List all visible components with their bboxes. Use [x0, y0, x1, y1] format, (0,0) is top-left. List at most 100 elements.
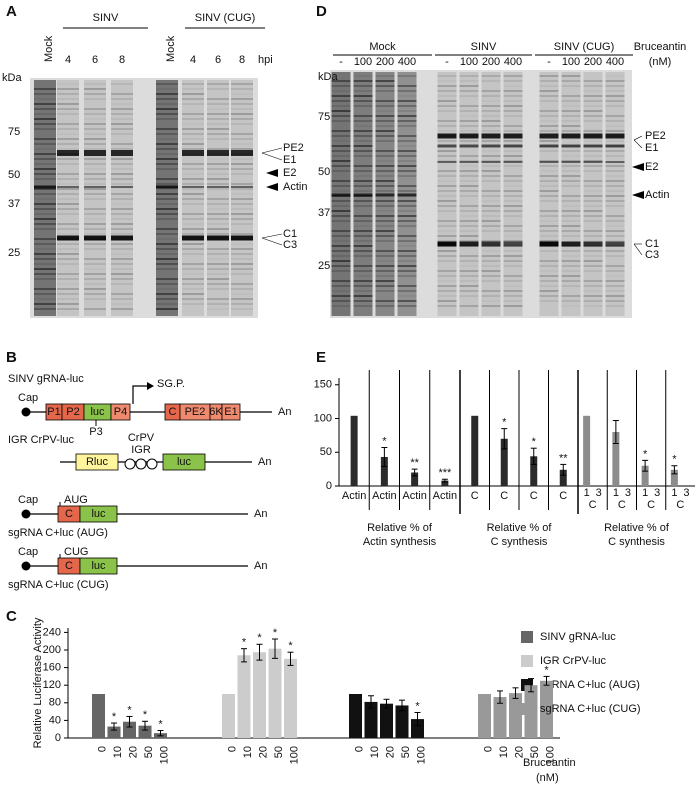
band-leader: [261, 233, 283, 239]
x-tick-label: 0: [482, 746, 494, 752]
gel-lane: [34, 80, 56, 316]
x-tick-label: 100: [158, 746, 170, 764]
significance: *: [257, 632, 262, 644]
band-arrow: [266, 169, 278, 177]
y-tick-label: 0: [326, 480, 332, 492]
band-label: Actin: [283, 181, 307, 193]
x-tick-label: Actin: [372, 490, 396, 502]
orf-label: luc: [177, 456, 192, 468]
band-leader: [633, 243, 643, 256]
group-label: Relative % of: [604, 522, 670, 534]
legend-label: sgRNA C+luc (AUG): [540, 679, 640, 691]
construct-name: sgRNA C+luc (CUG): [8, 579, 109, 591]
orf-label: P2: [66, 406, 79, 418]
x-tick-label: 0: [226, 746, 238, 752]
group-label: Relative % of: [487, 522, 553, 534]
treatment-label: Bruceantin: [634, 41, 687, 53]
x-tick-label: Actin: [342, 490, 366, 502]
cap-label: Cap: [18, 392, 38, 404]
x-tick-label: C: [500, 490, 508, 502]
polya-label: An: [278, 406, 291, 418]
bar: [349, 694, 362, 738]
gel-lane: [231, 80, 253, 316]
gel-lane: [561, 72, 581, 316]
legend-label: IGR CrPV-luc: [540, 655, 607, 667]
cap-label: Cap: [18, 494, 38, 506]
p3-label: P3: [89, 426, 102, 438]
marker-label: 75: [318, 111, 330, 123]
significance: *: [112, 711, 117, 723]
bar: [284, 658, 297, 738]
bar: [540, 680, 553, 738]
x-tick-label: 0: [353, 746, 365, 752]
gel-lane: [503, 72, 523, 316]
lane-label: 100: [354, 56, 372, 68]
lane-label: 400: [398, 56, 416, 68]
treatment-label: (nM): [649, 56, 672, 68]
group-label: SINV (CUG): [554, 41, 615, 53]
x-tick-label: C: [530, 490, 538, 502]
legend-label: sgRNA C+luc (CUG): [540, 703, 641, 715]
lane-label: 6: [92, 54, 98, 66]
lane-label: 3: [654, 487, 660, 499]
bar: [123, 721, 136, 738]
group-label: Actin synthesis: [363, 536, 437, 548]
gel-lane: [207, 80, 229, 316]
lane-label: 100: [562, 56, 580, 68]
lane-label: -: [547, 56, 551, 68]
significance: **: [559, 452, 568, 464]
construct-name: sgRNA C+luc (AUG): [8, 527, 108, 539]
x-tick-label: 0: [96, 746, 108, 752]
orf-box: [221, 403, 241, 421]
x-axis-label: (nM): [536, 772, 559, 784]
panel-letter: D: [316, 3, 327, 20]
orf-label: luc: [91, 508, 106, 520]
x-tick-label: 10: [112, 746, 124, 758]
lane-label: 400: [504, 56, 522, 68]
gel-lane: [605, 72, 625, 316]
band-arrow: [266, 183, 278, 191]
construct-name: IGR CrPV-luc: [8, 434, 75, 446]
band-leader: [261, 237, 283, 246]
polya-label: An: [254, 508, 267, 520]
marker-label: 25: [318, 260, 330, 272]
band-leader: [633, 135, 643, 141]
significance: *: [382, 435, 387, 447]
x-tick-label: 50: [143, 746, 155, 758]
band-leader: [261, 152, 283, 161]
y-tick-label: 150: [314, 379, 332, 391]
y-tick-label: 0: [55, 732, 61, 744]
gel-lane: [84, 80, 106, 316]
x-tick-label: 50: [529, 746, 541, 758]
orf-label: 6K: [209, 406, 223, 418]
y-tick-label: 200: [43, 644, 61, 656]
bar: [350, 415, 358, 486]
band-label: C3: [645, 249, 659, 261]
x-tick-label: Actin: [433, 490, 457, 502]
ires-label: IGR: [131, 444, 151, 456]
x-tick-label: 100: [288, 746, 300, 764]
group-label: SINV: [93, 12, 119, 24]
lane-label: 3: [683, 487, 689, 499]
band-leader: [633, 139, 643, 149]
significance: *: [143, 709, 148, 721]
lane-label: -: [339, 56, 343, 68]
lane-label: 4: [65, 54, 71, 66]
start-codon-label: AUG: [64, 494, 88, 506]
cap: [21, 561, 31, 571]
ires-label: CrPV: [128, 432, 155, 444]
legend-swatch: [521, 703, 533, 715]
group-label: C synthesis: [608, 536, 665, 548]
unit-label: kDa: [318, 71, 338, 83]
lane-label: 1: [642, 487, 648, 499]
significance: *: [643, 448, 648, 460]
lane-label: 200: [584, 56, 602, 68]
bar: [530, 456, 538, 486]
x-axis-label: Bruceantin: [523, 757, 576, 769]
bar: [670, 469, 678, 486]
bar: [380, 456, 388, 486]
orf-box: [110, 403, 131, 421]
orf-label: luc: [91, 560, 106, 572]
orf-label: Rluc: [86, 456, 109, 468]
promoter-label: SG.P.: [157, 378, 185, 390]
